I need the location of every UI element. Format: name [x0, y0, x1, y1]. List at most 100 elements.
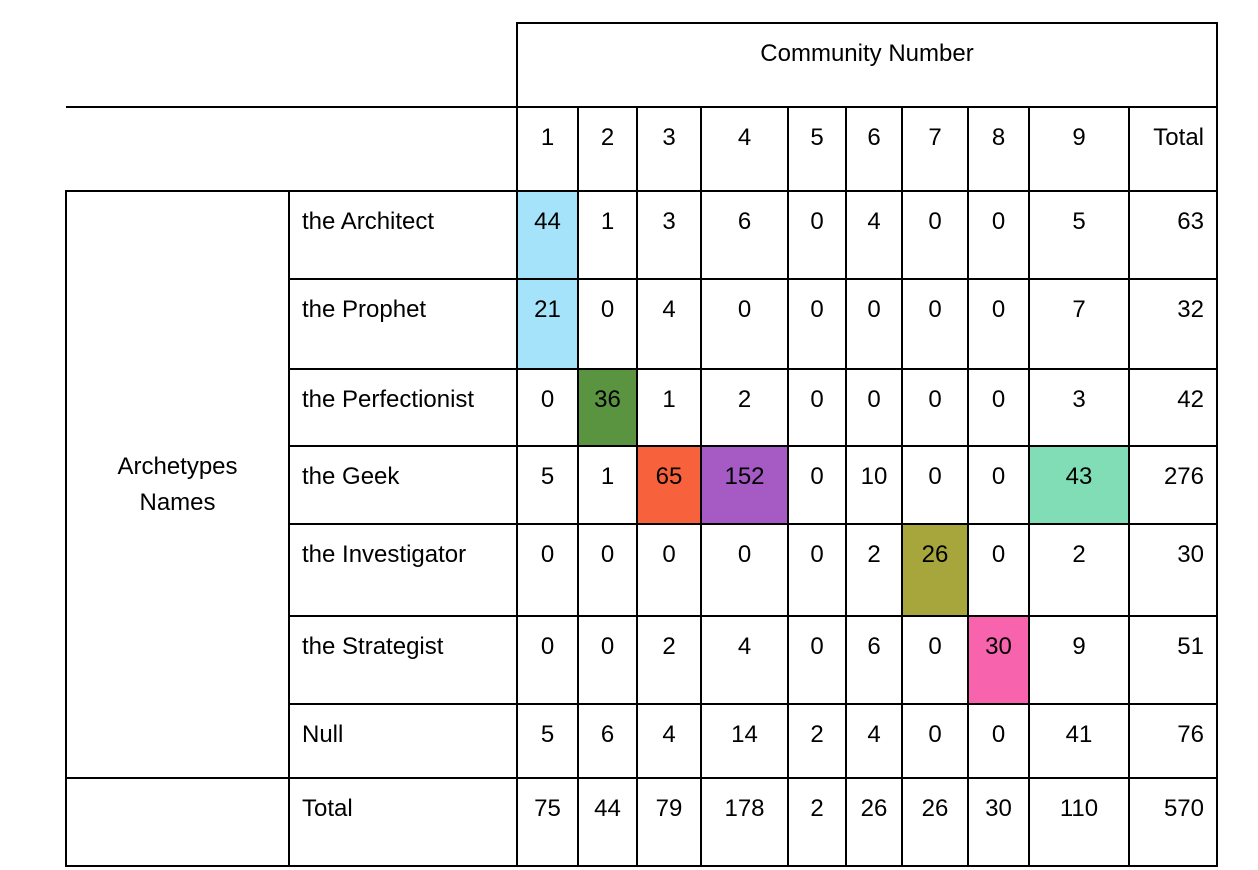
- row-label-null: Null: [288, 703, 518, 779]
- table-cell: 0: [516, 368, 579, 447]
- row-label-total: Total: [288, 777, 518, 867]
- cell-highlight-geek-c4: 152: [700, 445, 789, 525]
- table-cell: 6: [845, 615, 903, 705]
- row-total: 76: [1128, 703, 1218, 779]
- column-total: 26: [845, 777, 903, 867]
- table-cell: 5: [1028, 190, 1130, 280]
- table-cell: 2: [1028, 523, 1130, 617]
- col-header-2: 2: [577, 106, 638, 192]
- col-header-3: 3: [636, 106, 702, 192]
- row-label-perfectionist: the Perfectionist: [288, 368, 518, 447]
- table-cell: 0: [636, 523, 702, 617]
- table-cell: 0: [516, 523, 579, 617]
- row-total: 51: [1128, 615, 1218, 705]
- blank-total-cell: [65, 777, 290, 867]
- table-cell: 0: [967, 445, 1030, 525]
- col-header-5: 5: [787, 106, 847, 192]
- archetypes-label-line1: Archetypes: [117, 452, 238, 480]
- row-label-investigator: the Investigator: [288, 523, 518, 617]
- row-label-architect: the Architect: [288, 190, 518, 280]
- row-label-geek: the Geek: [288, 445, 518, 525]
- table-cell: 0: [967, 523, 1030, 617]
- table-cell: 1: [577, 445, 638, 525]
- table-cell: 4: [845, 703, 903, 779]
- col-header-6: 6: [845, 106, 903, 192]
- col-header-8: 8: [967, 106, 1030, 192]
- table-cell: 0: [577, 523, 638, 617]
- table-cell: 3: [636, 190, 702, 280]
- table-cell: 0: [700, 278, 789, 370]
- table-cell: 7: [1028, 278, 1130, 370]
- archetype-community-table: Community Number 1 2 3 4 5 6 7 8 9 Total…: [65, 22, 1218, 867]
- cell-highlight-investigator-c7: 26: [901, 523, 969, 617]
- column-total: 2: [787, 777, 847, 867]
- column-total: 44: [577, 777, 638, 867]
- archetypes-names-label: Archetypes Names: [65, 190, 290, 779]
- table-cell: 0: [787, 445, 847, 525]
- cell-highlight-geek-c9: 43: [1028, 445, 1130, 525]
- archetypes-label-line2: Names: [139, 488, 216, 516]
- table-cell: 2: [700, 368, 789, 447]
- table-cell: 0: [577, 615, 638, 705]
- table-cell: 0: [967, 703, 1030, 779]
- table-cell: 1: [636, 368, 702, 447]
- table-cell: 0: [901, 445, 969, 525]
- table-cell: 0: [787, 190, 847, 280]
- table-cell: 0: [901, 615, 969, 705]
- cell-highlight-perfectionist-c2: 36: [577, 368, 638, 447]
- table-cell: 0: [845, 278, 903, 370]
- table-cell: 0: [967, 278, 1030, 370]
- table-cell: 3: [1028, 368, 1130, 447]
- grand-total: 570: [1128, 777, 1218, 867]
- table-cell: 2: [636, 615, 702, 705]
- table-cell: 5: [516, 445, 579, 525]
- row-total: 30: [1128, 523, 1218, 617]
- community-number-header: Community Number: [516, 22, 1218, 108]
- table-cell: 0: [787, 368, 847, 447]
- table-cell: 2: [787, 703, 847, 779]
- table-cell: 1: [577, 190, 638, 280]
- col-header-total: Total: [1128, 106, 1218, 192]
- table-cell: 14: [700, 703, 789, 779]
- col-header-1: 1: [516, 106, 579, 192]
- table-cell: 0: [787, 615, 847, 705]
- cell-highlight-prophet-c1: 21: [516, 278, 579, 370]
- cell-highlight-strategist-c8: 30: [967, 615, 1030, 705]
- blank-corner: [66, 23, 518, 108]
- column-total: 79: [636, 777, 702, 867]
- row-total: 32: [1128, 278, 1218, 370]
- table-cell: 0: [967, 190, 1030, 280]
- table-cell: 4: [845, 190, 903, 280]
- table-cell: 4: [636, 278, 702, 370]
- col-header-9: 9: [1028, 106, 1130, 192]
- table-cell: 0: [700, 523, 789, 617]
- table-cell: 9: [1028, 615, 1130, 705]
- table-cell: 0: [967, 368, 1030, 447]
- row-total: 276: [1128, 445, 1218, 525]
- table-cell: 0: [901, 703, 969, 779]
- table-cell: 0: [577, 278, 638, 370]
- row-total: 42: [1128, 368, 1218, 447]
- blank-corner-2: [66, 107, 518, 192]
- row-label-prophet: the Prophet: [288, 278, 518, 370]
- table-cell: 2: [845, 523, 903, 617]
- table-cell: 6: [700, 190, 789, 280]
- table-cell: 10: [845, 445, 903, 525]
- column-total: 110: [1028, 777, 1130, 867]
- table-cell: 0: [901, 190, 969, 280]
- column-total: 30: [967, 777, 1030, 867]
- table-cell: 0: [787, 278, 847, 370]
- column-total: 75: [516, 777, 579, 867]
- column-total: 26: [901, 777, 969, 867]
- cell-highlight-geek-c3: 65: [636, 445, 702, 525]
- table-cell: 6: [577, 703, 638, 779]
- column-total: 178: [700, 777, 789, 867]
- col-header-4: 4: [700, 106, 789, 192]
- cell-highlight-architect-c1: 44: [516, 190, 579, 280]
- table-cell: 4: [636, 703, 702, 779]
- table-cell: 0: [845, 368, 903, 447]
- table-cell: 0: [516, 615, 579, 705]
- table-cell: 41: [1028, 703, 1130, 779]
- row-label-strategist: the Strategist: [288, 615, 518, 705]
- col-header-7: 7: [901, 106, 969, 192]
